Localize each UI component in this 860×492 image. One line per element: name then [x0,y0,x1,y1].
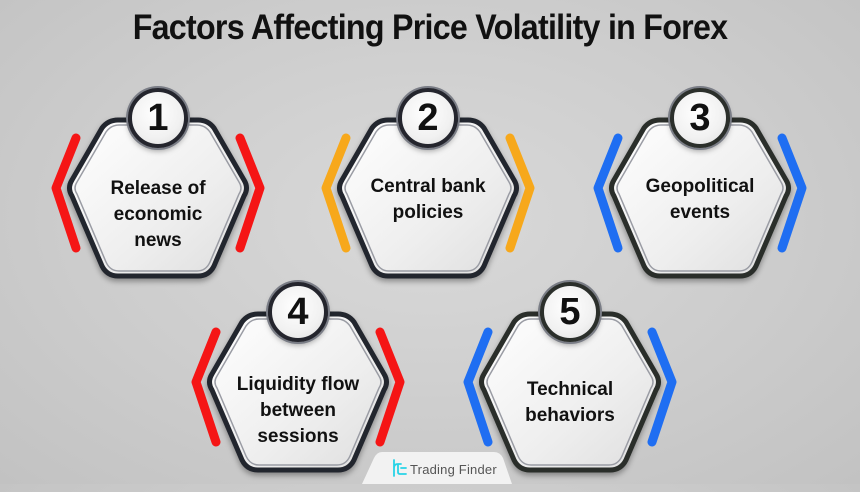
factor-label: Central bank policies [370,176,486,223]
factor-label: Technical behaviors [525,379,615,426]
number-badge: 2 [398,88,458,148]
right-bracket [777,133,807,253]
page-title: Factors Affecting Price Volatility in Fo… [132,8,728,47]
factor-card-2: 2 Central bank policies [318,88,538,288]
right-bracket [375,327,405,447]
number-badge: 1 [128,88,188,148]
right-bracket [505,133,535,253]
number-badge: 3 [670,88,730,148]
left-bracket [593,133,623,253]
hexagon-shape [593,117,807,279]
hexagon-shape [51,117,265,279]
branding-tab: Trading Finder [362,452,512,492]
hexagon-shape [321,117,535,279]
factor-card-4: 4 Liquidity flow between sessions [188,282,408,482]
left-bracket [51,133,81,253]
factor-label: Liquidity flow between sessions [236,374,360,447]
factor-card-3: 3 Geopolitical events [590,88,810,288]
factor-label: Geopolitical events [645,176,755,223]
hexagon-shape [463,311,677,473]
left-bracket [463,327,493,447]
left-bracket [321,133,351,253]
factor-card-5: 5 Technical behaviors [460,282,680,482]
right-bracket [235,133,265,253]
factor-card-1: 1 Release of economic news [48,88,268,288]
brand-name: Trading Finder [410,462,497,477]
trading-finder-logo-icon [393,459,407,477]
number-badge: 4 [268,282,328,342]
number-badge: 5 [540,282,600,342]
right-bracket [647,327,677,447]
left-bracket [191,327,221,447]
hexagon-shape [191,311,405,473]
factor-label: Release of economic news [110,178,206,251]
